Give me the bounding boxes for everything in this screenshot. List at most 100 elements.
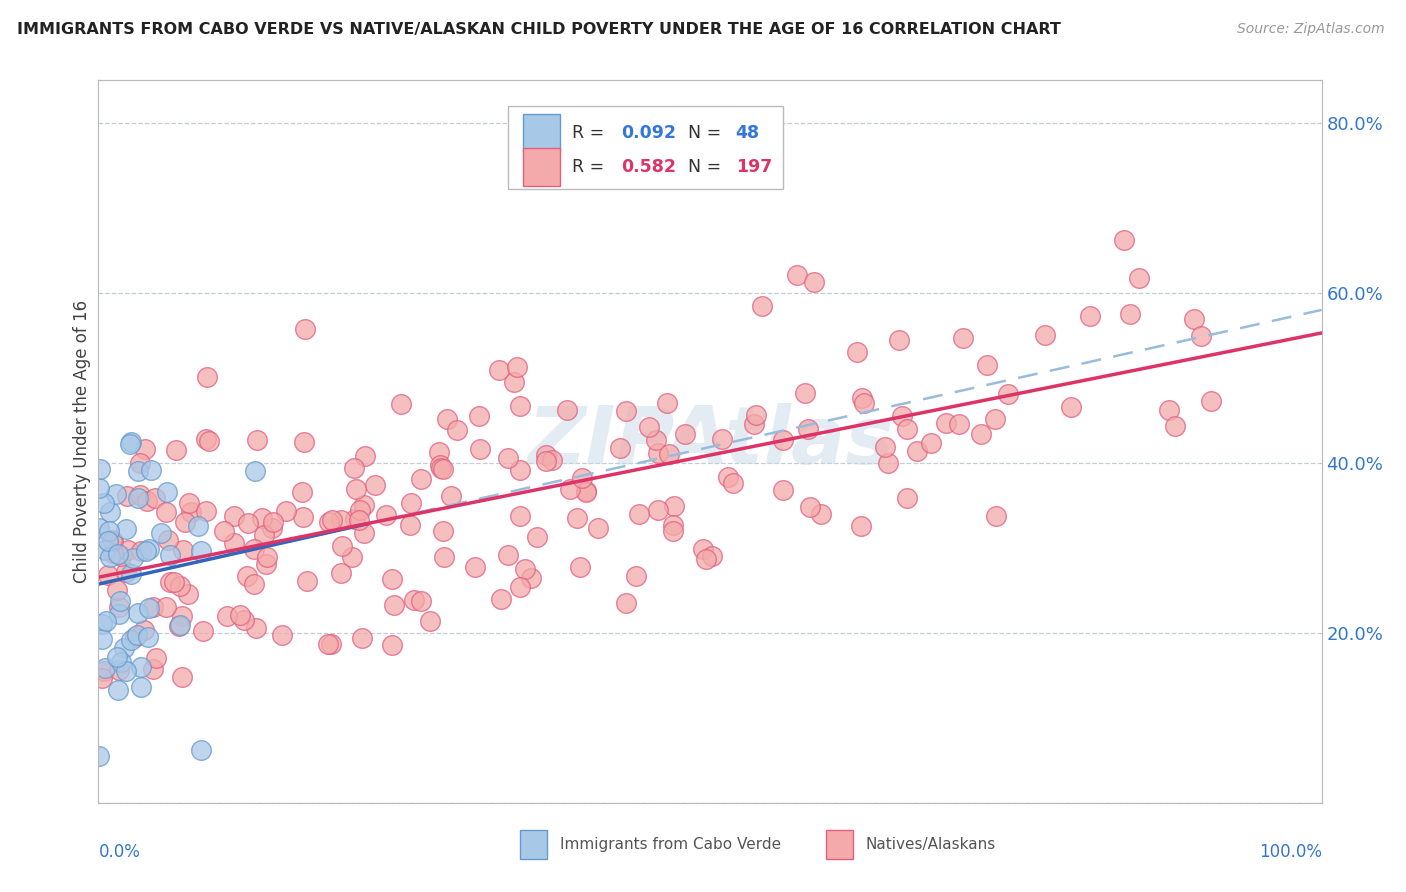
Point — [319, 637, 342, 651]
Point — [347, 512, 370, 526]
Point — [1128, 271, 1150, 285]
Point — [948, 417, 970, 432]
Point — [343, 461, 366, 475]
Text: 0.092: 0.092 — [620, 124, 676, 142]
Point — [609, 441, 631, 455]
Point — [997, 386, 1019, 401]
Point — [661, 524, 683, 538]
Point — [810, 507, 832, 521]
Point — [159, 548, 181, 562]
Point — [236, 569, 259, 583]
Point — [242, 542, 264, 557]
Point — [260, 521, 283, 535]
Point — [399, 518, 422, 533]
Point — [427, 445, 450, 459]
Point — [101, 533, 124, 548]
Point — [513, 562, 536, 576]
Point — [846, 345, 869, 359]
Point — [124, 630, 146, 644]
Point — [94, 615, 117, 629]
Point — [745, 408, 768, 422]
Point — [229, 607, 252, 622]
Point — [381, 572, 404, 586]
Point — [363, 477, 385, 491]
Point — [254, 558, 277, 572]
Point — [661, 518, 683, 533]
Point — [571, 471, 593, 485]
Point — [129, 660, 152, 674]
Point — [120, 632, 142, 647]
Point — [187, 519, 209, 533]
Point — [700, 549, 723, 563]
Point — [87, 521, 110, 535]
Point — [851, 519, 873, 533]
Point — [436, 412, 458, 426]
Point — [984, 412, 1007, 426]
Point — [877, 457, 900, 471]
Point — [112, 641, 135, 656]
Point — [430, 460, 453, 475]
Point — [110, 655, 132, 669]
Point — [129, 544, 152, 558]
Point — [155, 599, 177, 614]
Point — [1078, 309, 1101, 323]
Point — [799, 500, 821, 515]
Point — [101, 546, 124, 560]
Point — [1033, 328, 1056, 343]
Point — [177, 496, 200, 510]
Point — [165, 443, 187, 458]
Point — [132, 623, 155, 637]
Text: ZIPAtlas: ZIPAtlas — [527, 402, 893, 481]
Point — [222, 535, 245, 549]
Point — [176, 586, 198, 600]
Point — [399, 496, 422, 510]
FancyBboxPatch shape — [523, 148, 560, 186]
Point — [142, 662, 165, 676]
Point — [250, 510, 273, 524]
Point — [145, 651, 167, 665]
Point — [129, 488, 152, 502]
Point — [568, 559, 591, 574]
Point — [169, 618, 191, 632]
Point — [134, 442, 156, 456]
Point — [127, 491, 149, 505]
Point — [321, 513, 343, 527]
Point — [89, 462, 111, 476]
Point — [695, 552, 717, 566]
Point — [115, 664, 138, 678]
Point — [127, 606, 149, 620]
Point — [432, 524, 454, 539]
Point — [115, 522, 138, 536]
Point — [645, 433, 668, 447]
Point — [520, 571, 543, 585]
Point — [446, 423, 468, 437]
Point — [127, 464, 149, 478]
Point — [138, 542, 160, 557]
Point — [93, 664, 115, 678]
Point — [215, 609, 238, 624]
Point — [692, 542, 714, 557]
Point — [875, 441, 897, 455]
Point — [710, 432, 733, 446]
Point — [1059, 400, 1081, 414]
Point — [170, 670, 193, 684]
Point — [1189, 328, 1212, 343]
Point — [117, 543, 139, 558]
Point — [98, 524, 121, 539]
Point — [271, 627, 294, 641]
Point — [98, 505, 121, 519]
Point — [100, 550, 122, 565]
Point — [115, 489, 138, 503]
Point — [509, 399, 531, 413]
Point — [222, 508, 245, 523]
Point — [172, 608, 194, 623]
Point — [1164, 418, 1187, 433]
Point — [108, 663, 131, 677]
Point — [93, 660, 115, 674]
Point — [467, 409, 489, 424]
Point — [588, 521, 610, 535]
Point — [662, 499, 685, 513]
Point — [318, 515, 340, 529]
Text: 0.0%: 0.0% — [98, 843, 141, 861]
Point — [108, 607, 131, 621]
